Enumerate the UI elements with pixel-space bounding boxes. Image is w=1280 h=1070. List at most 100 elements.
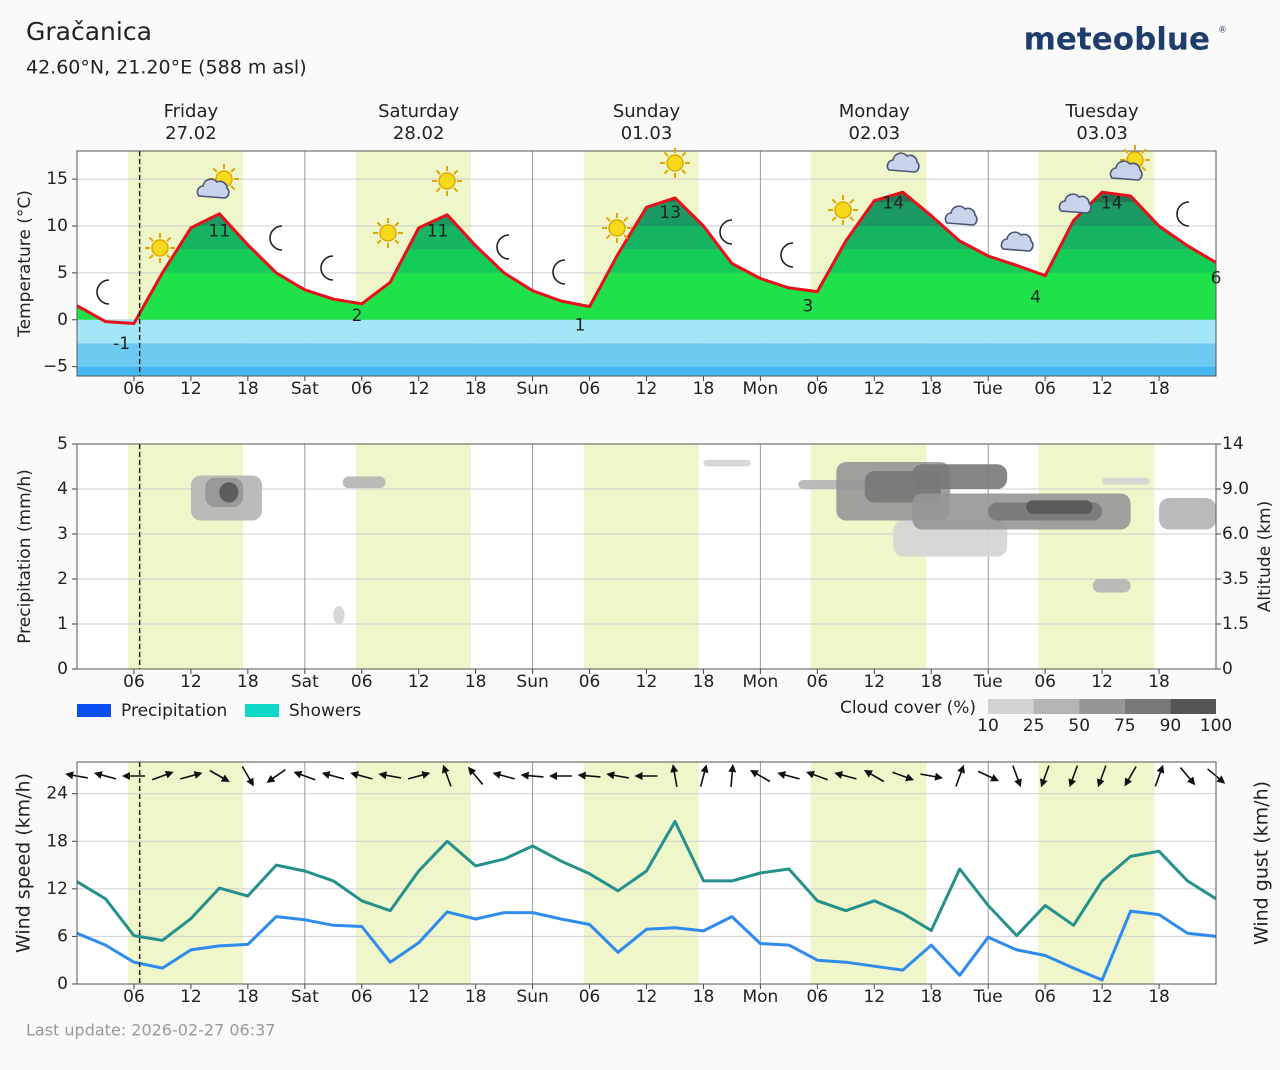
x-tick-label: 18 — [237, 987, 259, 1007]
x-tick-label: 18 — [465, 672, 487, 692]
wind-arrow — [549, 772, 573, 780]
x-tick-label: 06 — [1034, 379, 1056, 399]
x-tick-label: 06 — [1034, 672, 1056, 692]
temperature-band — [77, 366, 1216, 376]
wind-arrow — [634, 772, 658, 780]
x-tick-label: 06 — [351, 379, 373, 399]
cloud-blob — [1159, 498, 1216, 530]
x-tick-label: 06 — [579, 672, 601, 692]
cloud-blob — [1102, 477, 1150, 485]
x-tick-label: Sun — [516, 379, 548, 399]
x-tick-label: Sat — [291, 379, 319, 399]
wind-arrow — [1012, 765, 1022, 788]
extreme-label: 2 — [352, 306, 363, 326]
cloud-blob — [1026, 500, 1093, 514]
wind-arrow-head — [350, 771, 359, 779]
cloud-scale-swatch — [1033, 699, 1080, 714]
wind-line — [76, 909, 1217, 982]
wind-arrow — [266, 769, 286, 783]
wind-arrow-head — [421, 771, 431, 779]
wind-arrow-head — [777, 771, 787, 779]
wind-arrow-head — [549, 772, 558, 780]
wind-arrow — [977, 770, 1000, 782]
wind-arrow — [1207, 768, 1226, 784]
x-tick-label: Tue — [973, 672, 1003, 692]
y-tick-label: 5 — [57, 434, 68, 454]
wind-arrow-head — [467, 766, 477, 776]
cloud-blob — [703, 459, 751, 467]
wind-arrow — [121, 772, 145, 780]
x-tick-label: 18 — [693, 987, 715, 1007]
extreme-label: 11 — [209, 222, 231, 242]
daylight-band — [356, 762, 471, 984]
x-tick-label: 06 — [579, 987, 601, 1007]
daylight-band — [128, 762, 244, 984]
y2-tick-label: 14 — [1222, 434, 1244, 454]
logo-mark: ® — [1218, 26, 1227, 36]
x-tick-label: Mon — [742, 379, 778, 399]
wind-arrow-head — [957, 764, 965, 774]
cloud-scale-label: 50 — [1068, 716, 1090, 736]
sun-icon — [659, 147, 691, 179]
x-tick-label: Tue — [973, 987, 1003, 1007]
wind-arrow-head — [65, 771, 74, 780]
wind-arrow — [1154, 764, 1165, 787]
wind-arrow-head — [1068, 778, 1077, 788]
y2-axis-label: Wind gust (km/h) — [1251, 781, 1273, 945]
x-tick-label: 06 — [807, 672, 829, 692]
y-tick-label: 5 — [57, 263, 68, 283]
y-tick-label: 12 — [46, 879, 68, 899]
x-tick-label: 18 — [920, 379, 942, 399]
extreme-label: -1 — [113, 334, 130, 354]
wind-arrow-head — [1216, 775, 1226, 784]
x-tick-label: 12 — [1091, 672, 1113, 692]
extreme-label: 3 — [802, 297, 813, 317]
y-tick-label: 0 — [57, 659, 68, 679]
plot-frame — [76, 150, 1217, 377]
day-date: 27.02 — [165, 123, 217, 144]
legend-label: Precipitation — [121, 701, 227, 721]
x-tick-label: 12 — [1091, 379, 1113, 399]
y-tick-label: 10 — [46, 216, 68, 236]
x-tick-label: 06 — [1034, 987, 1056, 1007]
plot-frame — [76, 443, 1217, 670]
x-tick-label: 12 — [636, 379, 658, 399]
wind-arrow — [321, 771, 345, 780]
x-tick-label: 12 — [408, 987, 430, 1007]
wind-arrow-head — [442, 764, 450, 774]
y-axis-label: Precipitation (mm/h) — [15, 469, 35, 644]
wind-arrow-head — [164, 770, 174, 779]
y-tick-label: 0 — [57, 974, 68, 994]
x-tick-label: 06 — [351, 987, 373, 1007]
wind-arrow — [892, 771, 915, 782]
cloud-scale-label: 75 — [1114, 716, 1136, 736]
y2-tick-label: 3.5 — [1222, 569, 1249, 589]
temperature-band — [77, 343, 1216, 367]
temperature-band — [77, 272, 1216, 320]
x-tick-label: 06 — [123, 672, 145, 692]
daylight-band — [810, 762, 927, 984]
y2-tick-label: 0 — [1222, 659, 1233, 679]
wind-arrow — [1040, 765, 1050, 788]
wind-arrow — [1179, 767, 1196, 786]
wind-arrow-head — [634, 772, 643, 780]
y-tick-label: 15 — [46, 169, 68, 189]
y-axis-label: Temperature (°C) — [15, 190, 35, 338]
extreme-label: 13 — [659, 203, 681, 223]
day-name: Friday — [164, 101, 219, 122]
wind-arrow — [293, 770, 316, 781]
x-tick-label: 06 — [807, 987, 829, 1007]
day-name: Sunday — [613, 101, 681, 122]
wind-arrow — [777, 771, 800, 780]
wind-arrow-head — [1124, 777, 1133, 787]
x-tick-label: 18 — [1148, 672, 1170, 692]
wind-arrow — [806, 770, 828, 781]
day-date: 02.03 — [849, 123, 901, 144]
wind-arrow — [467, 766, 484, 785]
wind-arrow-head — [378, 771, 387, 780]
x-tick-label: 18 — [693, 379, 715, 399]
y-tick-label: 3 — [57, 524, 68, 544]
wind-arrow-head — [266, 775, 276, 783]
y2-tick-label: 1.5 — [1222, 614, 1249, 634]
